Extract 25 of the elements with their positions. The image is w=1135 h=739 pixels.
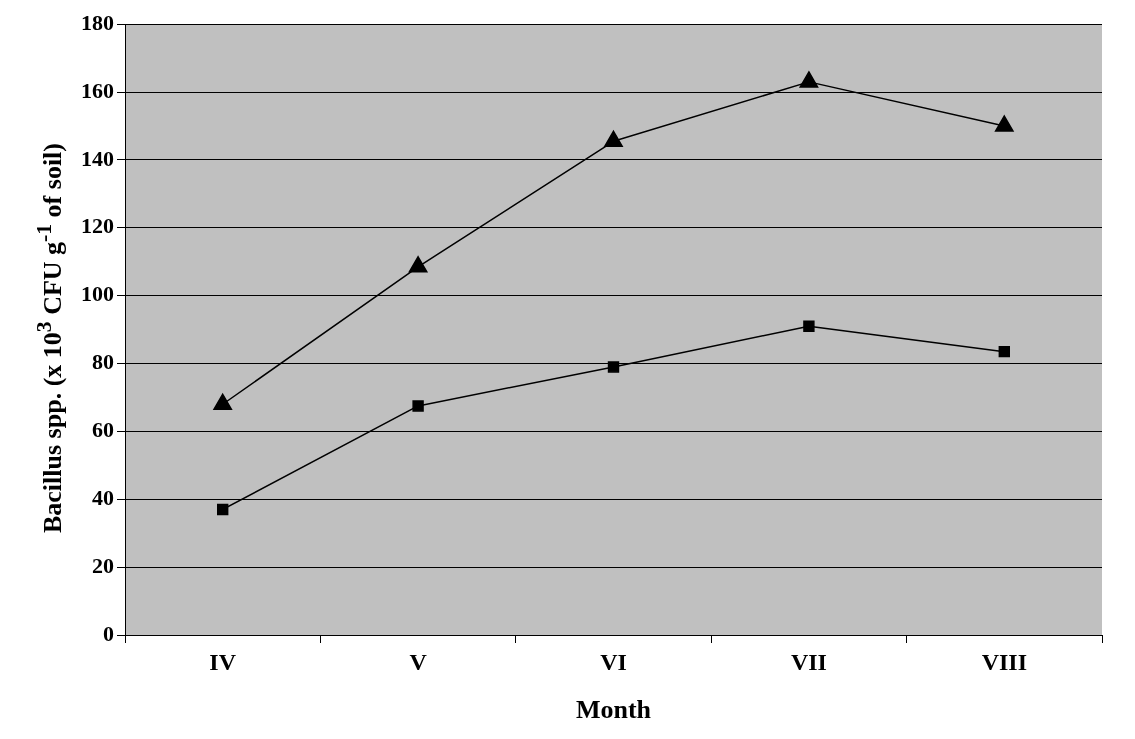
point [799, 71, 819, 88]
x-tick-label: IV [209, 648, 237, 675]
y-tick-label: 80 [92, 349, 114, 375]
point [994, 115, 1014, 132]
x-tick-label: V [409, 648, 428, 675]
x-axis-title: Month [575, 695, 652, 725]
point [217, 503, 229, 516]
y-tick-label: 20 [92, 552, 114, 578]
y-tick-label: 120 [81, 213, 114, 239]
y-tick-label: 160 [81, 77, 114, 103]
y-tick-label: 100 [81, 281, 114, 307]
point [408, 256, 428, 273]
x-tick-label: VIII [981, 648, 1027, 675]
point [607, 361, 620, 373]
y-tick-label: 0 [103, 620, 114, 646]
y-tick-label: 140 [81, 145, 114, 171]
x-tick-label: VI [600, 648, 627, 675]
y-tick-label: 60 [92, 417, 114, 443]
point [604, 130, 623, 148]
x-tick-label: VII [790, 648, 827, 675]
point [998, 345, 1010, 358]
point [412, 400, 424, 412]
y-tick-label: 180 [81, 9, 114, 35]
point [803, 320, 815, 332]
y-tick-label: 40 [92, 484, 114, 510]
